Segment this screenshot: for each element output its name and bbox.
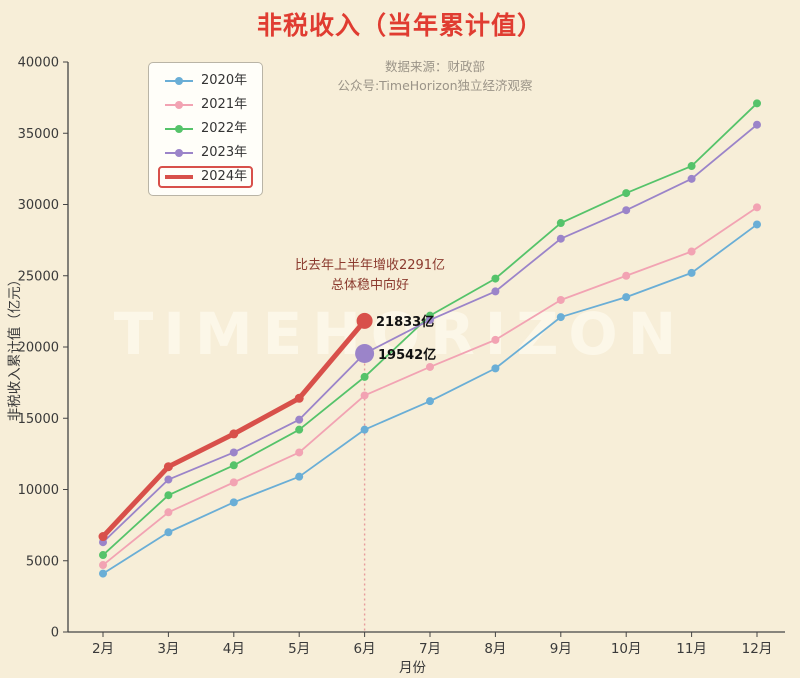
annotation-line-1: 比去年上半年增收2291亿 [294, 258, 446, 273]
svg-text:5月: 5月 [288, 641, 310, 657]
legend-marker-icon [165, 101, 193, 109]
svg-text:0: 0 [51, 626, 59, 641]
svg-text:2月: 2月 [92, 641, 114, 657]
svg-text:8月: 8月 [484, 641, 506, 657]
legend-label: 2021年 [201, 97, 248, 112]
legend-item-2023年[interactable]: 2023年 [158, 142, 253, 164]
svg-text:20000: 20000 [18, 341, 59, 356]
legend-marker-icon [165, 149, 193, 157]
legend-item-2022年[interactable]: 2022年 [158, 118, 253, 140]
legend-marker-icon [165, 77, 193, 85]
svg-text:非税收入累计值（亿元）: 非税收入累计值（亿元） [7, 273, 23, 422]
legend-item-2021年[interactable]: 2021年 [158, 94, 253, 116]
svg-text:40000: 40000 [18, 56, 59, 71]
annotation: 比去年上半年增收2291亿 总体稳中向好 [258, 256, 482, 296]
svg-text:12月: 12月 [742, 641, 773, 657]
svg-text:11月: 11月 [676, 641, 707, 657]
source-line-1: 数据来源：财政部 [384, 59, 485, 74]
svg-text:9月: 9月 [550, 641, 572, 657]
svg-text:6月: 6月 [354, 641, 376, 657]
svg-text:7月: 7月 [419, 641, 441, 657]
svg-text:3月: 3月 [157, 641, 179, 657]
svg-text:10000: 10000 [18, 483, 59, 498]
svg-text:5000: 5000 [26, 554, 59, 569]
legend-label: 2024年 [201, 169, 248, 184]
svg-text:25000: 25000 [18, 269, 59, 284]
legend-label: 2023年 [201, 145, 248, 160]
annotation-line-2: 总体稳中向好 [330, 278, 409, 294]
legend-marker-icon [165, 175, 193, 179]
legend: 2020年 2021年 2022年 2023年 2024年 [148, 62, 264, 196]
legend-marker-icon [165, 125, 193, 133]
value-label-2024: 21833亿 [376, 315, 435, 330]
legend-item-2020年[interactable]: 2020年 [158, 70, 253, 92]
value-label-2023: 19542亿 [378, 348, 437, 363]
svg-text:4月: 4月 [223, 641, 245, 657]
legend-label: 2022年 [201, 121, 248, 136]
legend-item-2024年[interactable]: 2024年 [158, 166, 254, 188]
data-source: 数据来源：财政部 公众号:TimeHorizon独立经济观察 [285, 58, 585, 96]
svg-text:30000: 30000 [18, 198, 59, 213]
legend-label: 2020年 [201, 73, 248, 88]
svg-text:15000: 15000 [18, 412, 59, 427]
svg-text:35000: 35000 [18, 127, 59, 142]
chart-title: 非税收入（当年累计值） [256, 11, 543, 40]
svg-text:月份: 月份 [399, 660, 426, 676]
source-line-2: 公众号:TimeHorizon独立经济观察 [337, 77, 533, 93]
svg-text:10月: 10月 [611, 641, 642, 657]
